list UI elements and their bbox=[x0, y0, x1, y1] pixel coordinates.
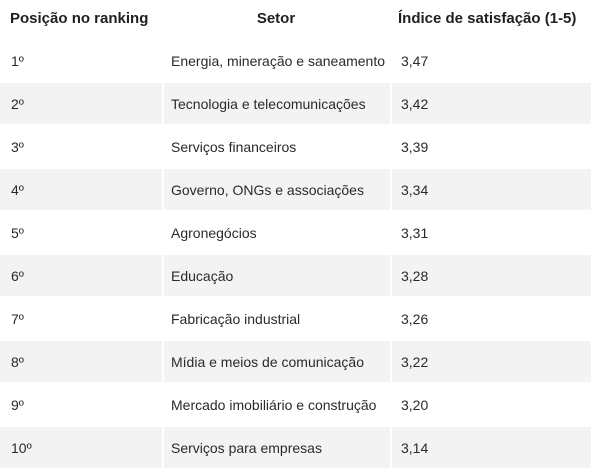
table-row: 9º Mercado imobiliário e construção 3,20 bbox=[0, 382, 591, 425]
cell-index: 3,26 bbox=[390, 296, 591, 339]
cell-sector: Educação bbox=[162, 253, 390, 296]
cell-index: 3,28 bbox=[390, 253, 591, 296]
cell-position: 6º bbox=[0, 253, 162, 296]
cell-sector: Tecnologia e telecomunicações bbox=[162, 81, 390, 124]
cell-index: 3,31 bbox=[390, 210, 591, 253]
cell-position: 4º bbox=[0, 167, 162, 210]
cell-position: 5º bbox=[0, 210, 162, 253]
table-row: 4º Governo, ONGs e associações 3,34 bbox=[0, 167, 591, 210]
cell-index: 3,22 bbox=[390, 339, 591, 382]
cell-index: 3,20 bbox=[390, 382, 591, 425]
cell-sector: Mídia e meios de comunicação bbox=[162, 339, 390, 382]
cell-position: 3º bbox=[0, 124, 162, 167]
cell-index: 3,39 bbox=[390, 124, 591, 167]
cell-sector: Serviços para empresas bbox=[162, 425, 390, 468]
table-header: Posição no ranking Setor Índice de satis… bbox=[0, 0, 591, 38]
cell-sector: Serviços financeiros bbox=[162, 124, 390, 167]
header-row: Posição no ranking Setor Índice de satis… bbox=[0, 0, 591, 38]
cell-sector: Agronegócios bbox=[162, 210, 390, 253]
table-row: 6º Educação 3,28 bbox=[0, 253, 591, 296]
cell-sector: Mercado imobiliário e construção bbox=[162, 382, 390, 425]
cell-position: 1º bbox=[0, 38, 162, 81]
cell-index: 3,42 bbox=[390, 81, 591, 124]
table-row: 8º Mídia e meios de comunicação 3,22 bbox=[0, 339, 591, 382]
table-body: 1º Energia, mineração e saneamento 3,47 … bbox=[0, 38, 591, 468]
cell-index: 3,34 bbox=[390, 167, 591, 210]
header-index: Índice de satisfação (1-5) bbox=[390, 0, 591, 38]
table-row: 2º Tecnologia e telecomunicações 3,42 bbox=[0, 81, 591, 124]
cell-position: 2º bbox=[0, 81, 162, 124]
cell-sector: Fabricação industrial bbox=[162, 296, 390, 339]
cell-index: 3,47 bbox=[390, 38, 591, 81]
table-row: 3º Serviços financeiros 3,39 bbox=[0, 124, 591, 167]
table-row: 7º Fabricação industrial 3,26 bbox=[0, 296, 591, 339]
cell-position: 7º bbox=[0, 296, 162, 339]
cell-sector: Energia, mineração e saneamento bbox=[162, 38, 390, 81]
header-position: Posição no ranking bbox=[0, 0, 162, 38]
cell-position: 8º bbox=[0, 339, 162, 382]
cell-index: 3,14 bbox=[390, 425, 591, 468]
header-sector: Setor bbox=[162, 0, 390, 38]
cell-sector: Governo, ONGs e associações bbox=[162, 167, 390, 210]
cell-position: 9º bbox=[0, 382, 162, 425]
table-row: 10º Serviços para empresas 3,14 bbox=[0, 425, 591, 468]
table-row: 1º Energia, mineração e saneamento 3,47 bbox=[0, 38, 591, 81]
table-row: 5º Agronegócios 3,31 bbox=[0, 210, 591, 253]
cell-position: 10º bbox=[0, 425, 162, 468]
